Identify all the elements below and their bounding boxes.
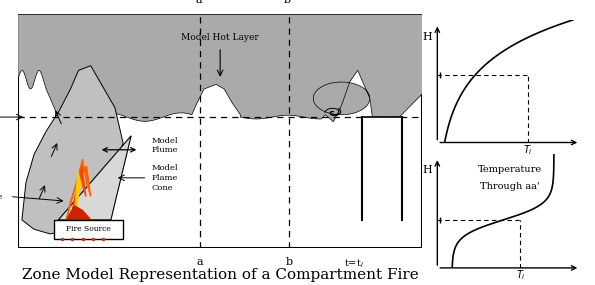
Text: H: H bbox=[422, 165, 432, 175]
Text: a: a bbox=[196, 257, 203, 267]
Text: $T_i$: $T_i$ bbox=[515, 268, 525, 282]
Text: b: b bbox=[286, 257, 293, 267]
Polygon shape bbox=[22, 66, 123, 234]
Polygon shape bbox=[58, 136, 131, 220]
Polygon shape bbox=[74, 171, 80, 220]
Text: Flame: Flame bbox=[0, 193, 2, 201]
Text: H: H bbox=[422, 32, 432, 42]
Bar bbox=[362, 117, 402, 220]
Polygon shape bbox=[70, 166, 86, 220]
Text: a': a' bbox=[195, 0, 205, 5]
Text: b': b' bbox=[284, 0, 294, 5]
Text: Model Hot Layer: Model Hot Layer bbox=[181, 33, 259, 42]
Text: Model
Plume: Model Plume bbox=[151, 137, 178, 154]
Text: Temperature: Temperature bbox=[478, 164, 542, 174]
Text: Through aa': Through aa' bbox=[480, 182, 540, 191]
Text: Zone Model Representation of a Compartment Fire: Zone Model Representation of a Compartme… bbox=[22, 268, 418, 282]
Polygon shape bbox=[67, 206, 90, 220]
Text: t=t$_i$: t=t$_i$ bbox=[344, 257, 364, 270]
Bar bbox=[54, 220, 123, 239]
Polygon shape bbox=[18, 14, 422, 136]
Text: $T_i$: $T_i$ bbox=[523, 144, 533, 157]
Text: Fire Source: Fire Source bbox=[66, 225, 111, 233]
Polygon shape bbox=[67, 159, 90, 220]
Text: Model
Flame
Cone: Model Flame Cone bbox=[151, 164, 178, 192]
